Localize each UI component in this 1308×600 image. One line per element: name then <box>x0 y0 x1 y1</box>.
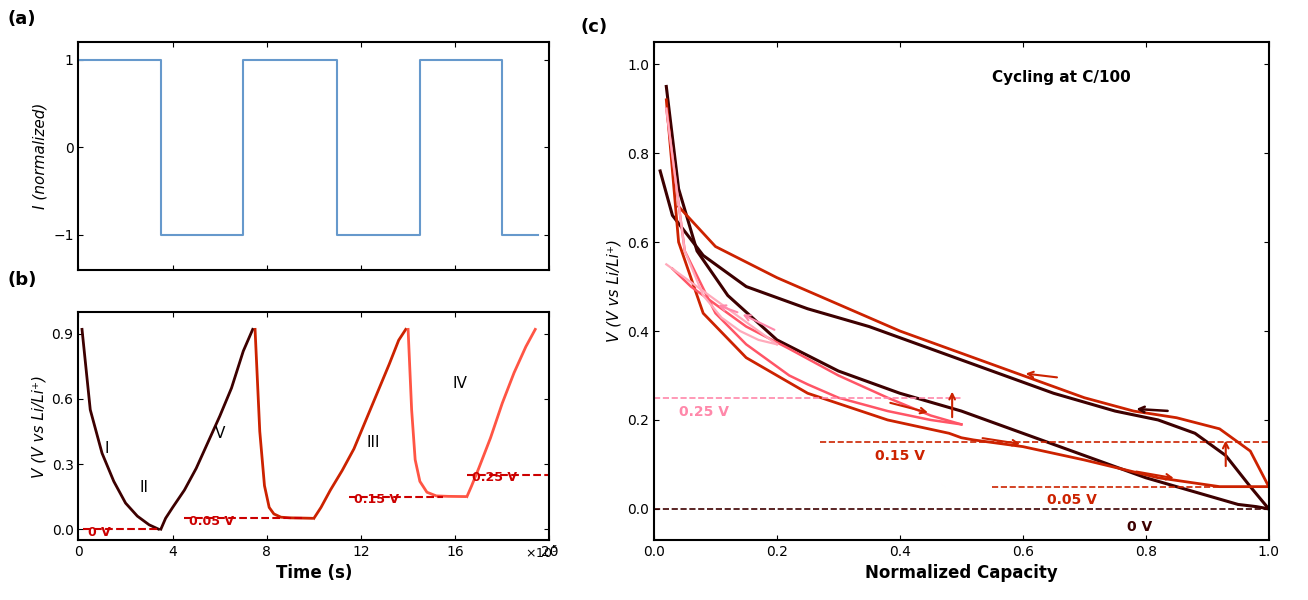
Y-axis label: V (V vs Li/Li⁺): V (V vs Li/Li⁺) <box>31 374 46 478</box>
X-axis label: Normalized Capacity: Normalized Capacity <box>865 565 1058 583</box>
Text: (c): (c) <box>581 18 607 36</box>
Text: $\times10^5$: $\times10^5$ <box>526 545 559 561</box>
Text: (b): (b) <box>8 271 37 289</box>
Text: Cycling at C/100: Cycling at C/100 <box>991 70 1131 85</box>
Text: 0 V: 0 V <box>88 526 111 539</box>
X-axis label: Time (s): Time (s) <box>276 565 352 583</box>
Y-axis label: I (normalized): I (normalized) <box>33 103 47 209</box>
Text: II: II <box>140 480 149 495</box>
Text: 0.25 V: 0.25 V <box>472 472 517 484</box>
Text: III: III <box>366 434 379 449</box>
Text: V: V <box>215 426 225 441</box>
Text: I: I <box>105 441 109 456</box>
Text: 0.15 V: 0.15 V <box>875 449 925 463</box>
Text: (a): (a) <box>8 10 37 28</box>
Text: 0.25 V: 0.25 V <box>679 404 729 419</box>
Text: 0.05 V: 0.05 V <box>1048 493 1097 508</box>
Text: 0 V: 0 V <box>1127 520 1152 534</box>
Text: IV: IV <box>453 376 467 391</box>
Text: 0.15 V: 0.15 V <box>354 493 399 506</box>
Text: 0.05 V: 0.05 V <box>190 515 234 528</box>
Y-axis label: V (V vs Li/Li⁺): V (V vs Li/Li⁺) <box>607 239 621 343</box>
